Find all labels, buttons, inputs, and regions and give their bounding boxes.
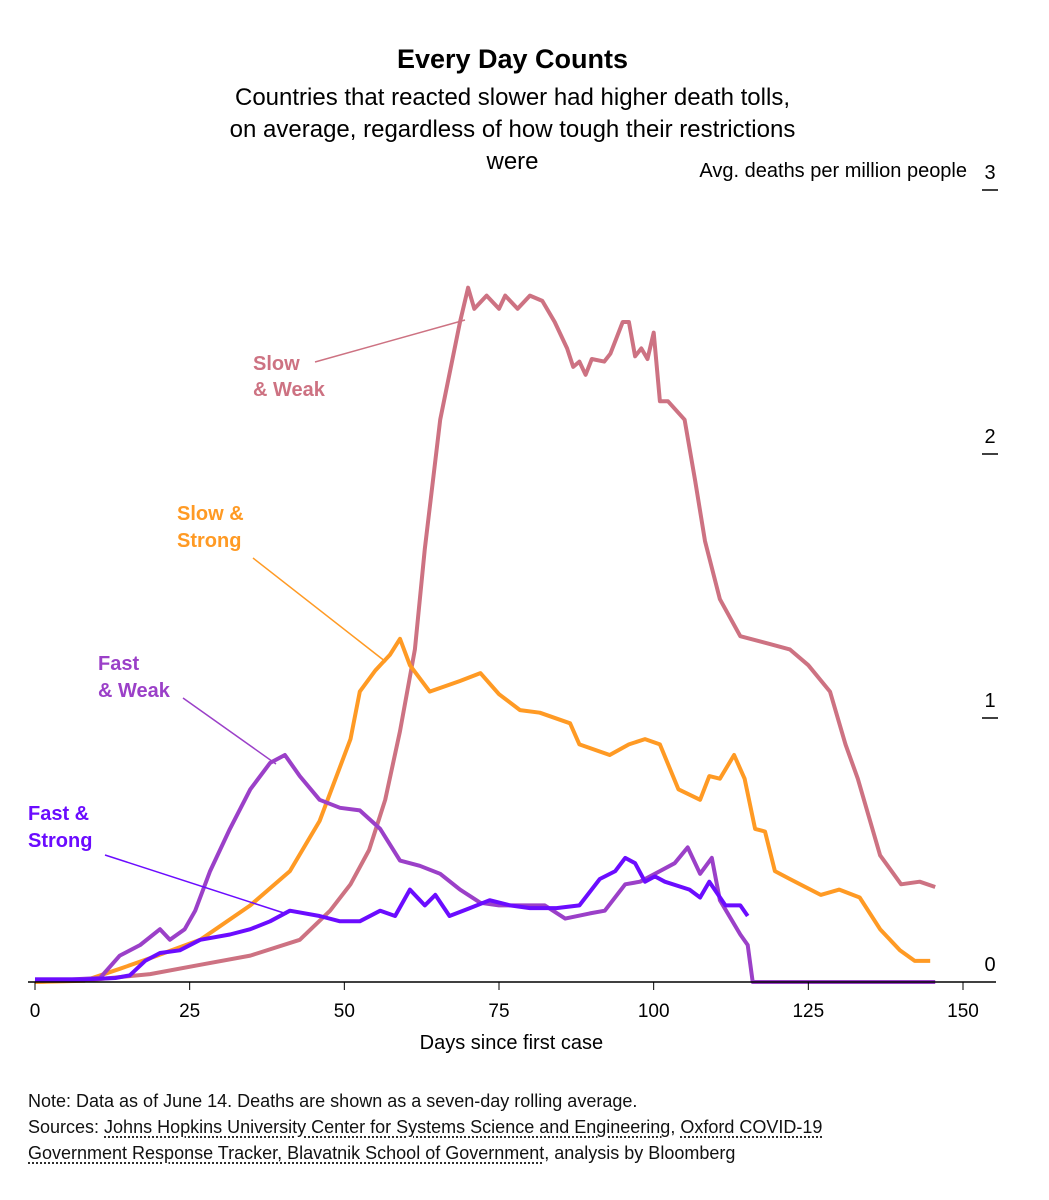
footer-sources: Sources: Johns Hopkins University Center…	[28, 1114, 822, 1140]
y-axis-label: Avg. deaths per million people	[699, 160, 967, 182]
source-link-jhu[interactable]: Johns Hopkins University Center for Syst…	[104, 1117, 671, 1137]
y-tick-label: 0	[984, 954, 995, 976]
source-link-oxford-2[interactable]: Government Response Tracker, Blavatnik S…	[28, 1143, 545, 1163]
footer-sources-2: Government Response Tracker, Blavatnik S…	[28, 1140, 822, 1166]
label-fast-strong: Fast & Strong	[28, 803, 92, 852]
x-tick-label: 125	[792, 1001, 824, 1022]
x-tick-label: 0	[30, 1001, 41, 1022]
series-line-fast-weak	[35, 753, 936, 984]
y-tick-label: 2	[984, 426, 995, 448]
footer: Note: Data as of June 14. Deaths are sho…	[28, 1088, 822, 1166]
label-fast-weak: Fast & Weak	[98, 653, 171, 702]
label-slow-strong: Slow & Strong	[177, 503, 244, 552]
sources-sep: ,	[670, 1117, 681, 1137]
series-line-fast-strong	[35, 855, 750, 982]
x-tick-label: 50	[334, 1001, 355, 1022]
x-tick-label: 150	[947, 1001, 979, 1022]
leader-fast-strong	[104, 854, 288, 915]
y-tick-label: 1	[984, 690, 995, 712]
series-line-slow-weak	[34, 285, 936, 984]
x-tick-label: 100	[638, 1001, 670, 1022]
leader-fast-weak	[182, 697, 277, 765]
chart-title: Every Day Counts	[396, 44, 629, 74]
chart-subtitle: Countries that reacted slower had higher…	[229, 84, 796, 175]
source-link-oxford-1[interactable]: Oxford COVID-19	[680, 1117, 823, 1137]
label-slow-weak: Slow & Weak	[253, 353, 326, 401]
leader-slow-weak	[314, 319, 466, 363]
x-axis-label: Days since first case	[420, 1032, 603, 1054]
x-tick-label: 75	[488, 1001, 509, 1022]
y-tick-label: 3	[984, 162, 995, 184]
series-line-slow-strong	[34, 636, 931, 984]
sources-prefix: Sources:	[28, 1117, 105, 1137]
sources-suffix: , analysis by Bloomberg	[544, 1143, 736, 1163]
footer-note: Note: Data as of June 14. Deaths are sho…	[28, 1091, 638, 1111]
x-tick-label: 25	[179, 1001, 200, 1022]
leader-slow-strong	[252, 557, 387, 663]
